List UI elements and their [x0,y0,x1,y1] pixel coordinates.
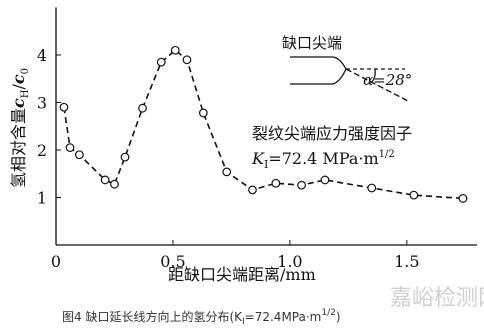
data-point [409,190,419,200]
watermark: 嘉峪检测网 [390,286,484,311]
caption: 图4 缺口延长线方向上的氢分布(KⅠ=72.4MPa·m1/2) [62,308,341,327]
y-tick-label: 1 [37,189,47,208]
y-tick-label: 4 [37,46,47,65]
caption-part: 1/2 [321,308,335,318]
y-axis-label: 氢相对含量cH/c0 [9,68,31,188]
y-label-part: c [9,98,28,108]
data-point [271,178,281,188]
x-tick-label: 0.5 [160,252,185,271]
k-part: 1/2 [379,149,395,160]
x-tick-label: 1.0 [277,252,302,271]
data-point [367,183,377,193]
data-point [100,175,110,185]
notch-label: 缺口尖端 [282,34,342,52]
y-label-part: H [20,89,31,98]
notch-outline [290,56,347,85]
data-point [458,194,468,203]
x-tick-label: 1.5 [394,252,419,271]
y-label-part: c [9,74,28,84]
k-part: =72.4 MPa·m [268,149,378,168]
caption-part: =72.4MPa·m [245,310,322,324]
caption-part: ) [336,310,341,324]
annotation: 裂纹尖端应力强度因子 [252,124,412,143]
angle-label: α=28° [363,71,412,89]
data-point [74,150,84,160]
data-point [198,108,208,118]
caption-part: 图4 缺口延长线方向上的氢分布(K [62,309,243,324]
y-label-part: / [9,84,28,90]
k-part: I [264,158,268,171]
data-point [110,179,119,189]
caption-part: Ⅰ [242,317,245,327]
y-label-part: 氢相对含量 [9,108,28,188]
data-point [59,102,69,112]
data-point [170,45,180,55]
data-point [182,55,192,65]
data-point [320,175,330,185]
notch-flank [345,68,411,103]
data-point [297,180,306,190]
data-point [248,185,257,195]
data-point [120,152,130,162]
notch-diagram [290,56,411,103]
k-part: K [251,149,265,168]
x-axis-label: 距缺口尖端距离/mm [168,265,316,284]
k-annotation: KI=72.4 MPa·m1/2 [251,149,395,171]
data-point [138,103,147,113]
angle-arc [371,68,376,83]
y-tick-label: 2 [37,141,47,160]
y-label-part: 0 [20,68,31,74]
x-tick-label: 0 [51,252,61,271]
data-point [65,143,75,153]
y-tick-label: 3 [37,94,47,113]
data-point [156,57,166,67]
data-point [222,167,232,177]
